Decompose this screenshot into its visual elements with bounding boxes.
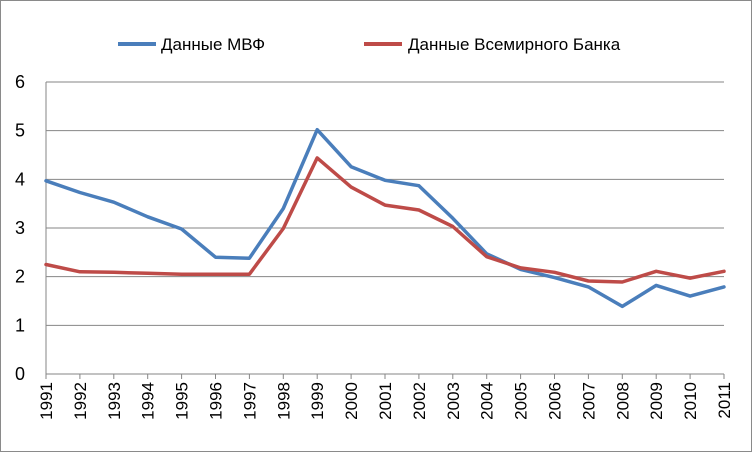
x-tick-label: 1998 (274, 382, 293, 420)
x-tick-label: 2011 (715, 382, 734, 419)
series-lines (44, 127, 726, 309)
x-tick-label: 2009 (647, 382, 666, 420)
x-tick-label: 2010 (681, 382, 700, 420)
series-line-1 (44, 127, 726, 309)
series-line-2 (44, 156, 726, 284)
x-tick-label: 1992 (71, 382, 90, 420)
y-tick-label: 5 (15, 121, 25, 141)
x-tick-label: 1995 (173, 382, 192, 420)
x-tick-label: 2003 (444, 382, 463, 420)
y-axis-ticks: 0 1 2 3 4 5 6 (15, 72, 25, 384)
x-tick-label: 2001 (376, 382, 395, 420)
y-tick-label: 2 (15, 267, 25, 287)
x-tick-label: 1999 (308, 382, 327, 420)
x-tick-label: 2005 (512, 382, 531, 420)
x-tick-label: 1994 (139, 382, 158, 420)
x-tick-label: 2000 (342, 382, 361, 420)
x-tick-label: 1993 (105, 382, 124, 420)
x-tick-label: 1996 (207, 382, 226, 420)
x-tick-label: 2004 (478, 382, 497, 420)
x-tick-label: 2007 (579, 382, 598, 420)
x-tick-label: 2008 (613, 382, 632, 420)
y-tick-label: 4 (15, 169, 25, 189)
y-tick-label: 6 (15, 72, 25, 92)
x-axis-ticks: 1991 1992 1993 1994 1995 1996 1997 1998 1999 2000… (37, 382, 734, 420)
y-tick-label: 0 (15, 364, 25, 384)
legend: Данные МВФ Данные Всемирного Банка (118, 35, 621, 54)
x-tick-label: 2002 (410, 382, 429, 420)
x-tick-label: 1991 (37, 382, 56, 420)
legend-label: Данные МВФ (161, 35, 265, 54)
x-tick-label: 1997 (240, 382, 259, 420)
axes (45, 82, 725, 379)
x-tick-label: 2006 (546, 382, 565, 420)
y-tick-label: 3 (15, 218, 25, 238)
gridlines (46, 81, 724, 326)
legend-label: Данные Всемирного Банка (408, 35, 621, 54)
y-tick-label: 1 (15, 315, 25, 335)
